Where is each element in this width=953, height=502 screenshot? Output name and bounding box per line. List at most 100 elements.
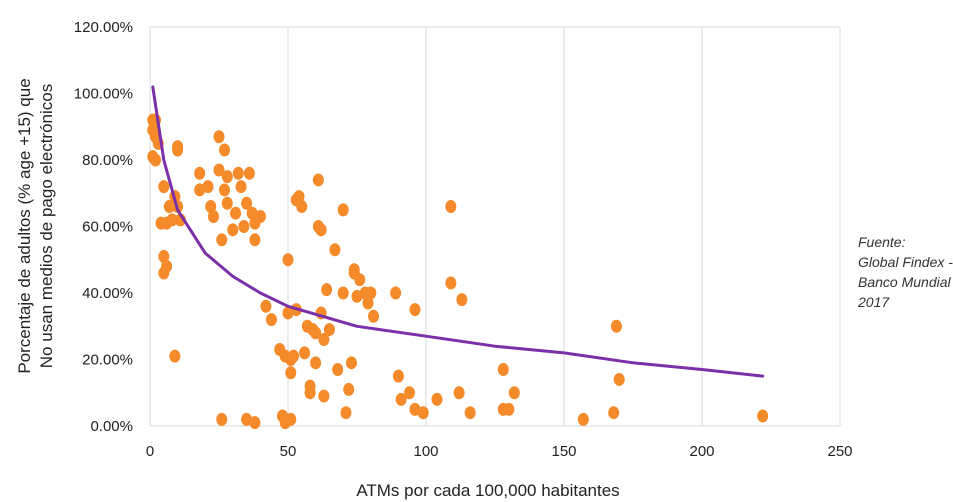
trend-line	[151, 85, 765, 378]
data-point	[445, 200, 457, 214]
data-point	[169, 349, 181, 363]
data-point	[205, 200, 217, 214]
y-tick-label: 120.00%	[74, 19, 133, 36]
data-point	[757, 409, 769, 423]
source-line: Fuente:	[858, 234, 906, 250]
data-point	[221, 196, 233, 210]
data-point	[213, 130, 225, 144]
data-point	[232, 166, 244, 180]
data-point	[403, 386, 415, 400]
source-line: Banco Mundial	[858, 274, 951, 290]
data-point	[368, 309, 380, 323]
data-point	[221, 170, 233, 184]
data-point	[409, 303, 421, 317]
data-point	[254, 210, 266, 224]
data-point	[194, 166, 206, 180]
data-point	[610, 319, 622, 333]
data-point	[304, 386, 316, 400]
x-tick-label: 150	[551, 443, 576, 460]
data-point	[249, 233, 261, 247]
data-point	[166, 213, 178, 227]
data-point	[194, 183, 206, 197]
grid-lines	[149, 26, 841, 427]
data-point	[453, 386, 465, 400]
data-point	[343, 382, 355, 396]
data-points	[147, 113, 769, 430]
x-tick-label: 250	[827, 443, 852, 460]
data-point	[296, 200, 308, 214]
data-point	[238, 220, 250, 233]
data-point	[337, 203, 349, 217]
y-axis-title-line-2: No usan medios de pago electrónicos	[37, 84, 56, 368]
x-tick-label: 0	[146, 443, 154, 460]
source-note: Fuente: Global Findex - Banco Mundial 20…	[858, 232, 953, 312]
data-point	[219, 183, 231, 197]
data-point	[216, 233, 228, 247]
data-point	[337, 286, 349, 300]
data-point	[332, 362, 344, 376]
data-point	[241, 196, 253, 210]
data-point	[230, 206, 242, 220]
y-tick-label: 0.00%	[90, 418, 133, 435]
data-point	[293, 190, 305, 204]
data-point	[265, 313, 277, 327]
data-point	[202, 180, 214, 194]
data-point	[158, 180, 170, 194]
x-axis-title: ATMs por cada 100,000 habitantes	[356, 481, 619, 500]
data-point	[243, 166, 255, 180]
data-point	[249, 416, 261, 430]
data-point	[395, 392, 407, 406]
x-axis-ticks: 0 50 100 150 200 250	[146, 443, 853, 460]
y-axis-title: Porcentaje de adultos (% age +15) que No…	[15, 78, 56, 373]
data-point	[323, 323, 335, 337]
data-point	[282, 306, 294, 320]
data-point	[431, 392, 443, 406]
data-point	[577, 412, 589, 426]
data-point	[365, 286, 377, 300]
data-point	[351, 289, 363, 303]
data-point	[390, 286, 402, 300]
data-point	[608, 406, 620, 420]
y-tick-label: 20.00%	[82, 352, 133, 369]
data-point	[318, 389, 330, 403]
data-point	[150, 153, 162, 167]
data-point	[340, 406, 352, 420]
data-point	[354, 273, 366, 287]
data-point	[362, 296, 374, 310]
data-point	[158, 249, 170, 263]
data-point	[508, 386, 520, 400]
data-point	[445, 276, 457, 290]
data-point	[318, 333, 330, 347]
data-point	[315, 223, 327, 237]
data-point	[503, 402, 515, 416]
x-tick-label: 100	[413, 443, 438, 460]
data-point	[456, 293, 468, 307]
data-point	[227, 223, 239, 237]
data-point	[235, 180, 247, 194]
data-point	[285, 412, 297, 426]
data-point	[213, 163, 225, 177]
data-point	[282, 253, 294, 267]
data-point	[348, 263, 360, 277]
data-point	[613, 372, 625, 386]
data-point	[312, 173, 324, 187]
y-tick-label: 80.00%	[82, 152, 133, 169]
y-axis-ticks: 0.00% 20.00% 40.00% 60.00% 80.00% 100.00% 120.…	[74, 19, 133, 435]
data-point	[241, 412, 253, 426]
source-line: 2017	[858, 294, 890, 310]
data-point	[345, 356, 357, 370]
data-point	[172, 140, 184, 154]
y-tick-label: 40.00%	[82, 285, 133, 302]
source-line: Global Findex -	[858, 254, 953, 270]
y-tick-label: 60.00%	[82, 219, 133, 236]
data-point	[310, 356, 322, 370]
data-point	[158, 266, 170, 280]
data-point	[299, 346, 311, 360]
data-point	[310, 326, 322, 340]
data-point	[497, 362, 509, 376]
x-tick-label: 50	[280, 443, 297, 460]
data-point	[163, 200, 175, 214]
data-point	[417, 406, 429, 420]
data-point	[219, 143, 231, 157]
